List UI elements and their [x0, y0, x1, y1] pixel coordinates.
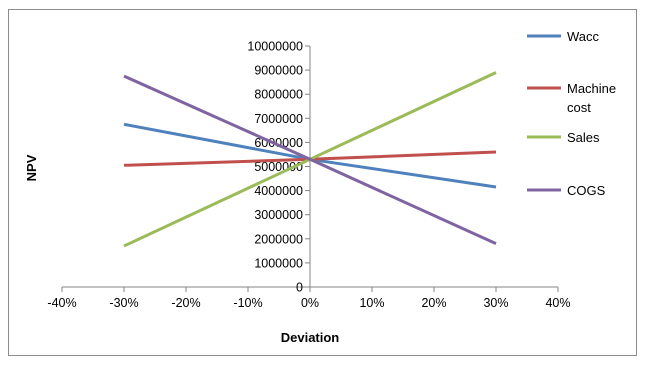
y-axis-label: NPV	[24, 154, 39, 181]
legend-label-wacc: Wacc	[567, 29, 600, 44]
x-tick-label: -40%	[47, 296, 76, 310]
x-tick-label: -20%	[171, 296, 200, 310]
y-tick-labels: 0100000020000003000000400000050000006000…	[247, 40, 303, 295]
y-tick-label: 5000000	[254, 160, 303, 174]
y-tick-label: 1000000	[254, 256, 303, 270]
y-tick-label: 8000000	[254, 88, 303, 102]
series-lines	[123, 71, 497, 248]
y-tick-label: 7000000	[254, 112, 303, 126]
x-tick-label: 0%	[301, 296, 319, 310]
y-tick-label: 10000000	[247, 40, 303, 54]
y-tick-label: 2000000	[254, 232, 303, 246]
legend-label-sales: Sales	[567, 130, 600, 145]
series-line-cogs	[123, 74, 497, 245]
x-tick-label: -30%	[109, 296, 138, 310]
legend-label-machine-cost: Machine cost	[567, 81, 616, 115]
x-tick-label: 20%	[421, 296, 446, 310]
x-tick-label: 40%	[545, 296, 570, 310]
axes	[61, 45, 559, 292]
x-axis-label: Deviation	[281, 330, 340, 345]
y-tick-label: 9000000	[254, 64, 303, 78]
legend-label-cogs: COGS	[567, 183, 606, 198]
y-tick-label: 4000000	[254, 184, 303, 198]
chart-border	[8, 9, 637, 356]
y-tick-label: 0	[296, 281, 303, 295]
x-tick-label: -10%	[233, 296, 262, 310]
y-tick-label: 3000000	[254, 208, 303, 222]
legend: Wacc Machine cost Sales COGS	[527, 29, 616, 198]
x-tick-label: 30%	[483, 296, 508, 310]
x-tick-label: 10%	[359, 296, 384, 310]
x-tick-labels: -40% -30% -20% -10% 0% 10% 20% 30% 40%	[47, 296, 570, 310]
